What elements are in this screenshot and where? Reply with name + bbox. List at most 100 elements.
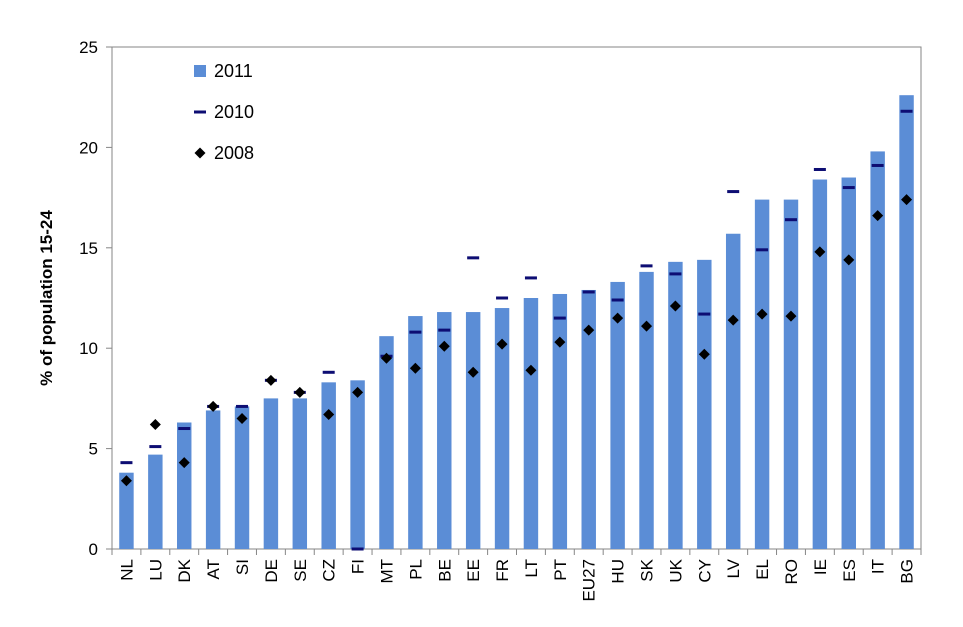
x-tick-label: SK [638, 558, 657, 581]
x-tick-label: LV [724, 558, 743, 578]
bar [783, 199, 799, 549]
legend-dash-swatch [194, 110, 206, 114]
dash-marker [178, 427, 191, 431]
diamond-marker [612, 312, 624, 324]
dash-marker [524, 276, 537, 280]
dash-marker [784, 218, 797, 222]
legend-label: 2010 [214, 102, 254, 122]
bar [177, 422, 192, 549]
x-tick-label: PL [406, 559, 425, 580]
diamond-marker [149, 419, 161, 431]
bar [870, 151, 885, 549]
diamond-marker [236, 412, 248, 424]
diamond-marker [901, 194, 913, 206]
dash-marker [813, 167, 826, 171]
bar [263, 398, 279, 549]
dash-marker [351, 547, 364, 551]
dash-marker [640, 264, 653, 268]
x-tick-label: EL [753, 559, 772, 580]
dash-marker [322, 370, 335, 374]
dash-marker [120, 461, 133, 465]
bar [639, 271, 654, 549]
dash-marker [467, 256, 480, 260]
diamond-marker [785, 310, 797, 322]
dash-marker [409, 330, 422, 334]
x-tick-label: RO [782, 559, 801, 585]
diamond-markers [120, 194, 913, 487]
bar [552, 293, 568, 549]
bars [119, 95, 914, 549]
bar [581, 289, 596, 549]
bar [321, 382, 336, 549]
diamond-marker [207, 400, 219, 412]
y-ticks: 0 5 10 15 20 25 [79, 38, 112, 559]
bar [697, 259, 712, 549]
diamond-marker [698, 348, 710, 360]
legend: 2011 2010 2008 [148, 50, 300, 172]
bar [841, 177, 856, 549]
bar [205, 410, 221, 549]
y-tick-label: 5 [89, 440, 98, 459]
diamond-marker [583, 324, 595, 336]
x-tick-label: SE [291, 559, 310, 582]
dash-marker [756, 248, 769, 252]
bar [668, 261, 683, 549]
bar [725, 233, 741, 549]
x-tick-label: BG [898, 559, 917, 584]
diamond-marker [641, 320, 653, 332]
x-tick-label: UK [666, 558, 685, 582]
bar [465, 312, 481, 549]
dash-marker [669, 272, 682, 276]
dash-marker [236, 404, 249, 408]
dash-marker [871, 163, 884, 167]
y-tick-label: 10 [79, 339, 98, 358]
x-tick-label: HU [609, 559, 628, 584]
bar [119, 472, 134, 549]
bar [437, 312, 452, 549]
x-tick-label: BE [435, 559, 454, 582]
x-tick-label: ES [840, 559, 859, 582]
bar [754, 199, 770, 549]
legend-bar-swatch [194, 65, 206, 77]
y-axis-title: % of population 15-24 [37, 210, 56, 386]
y-tick-label: 20 [79, 138, 98, 157]
x-tick-label: FR [493, 559, 512, 582]
dash-marker [582, 290, 595, 294]
x-tick-label: LU [146, 559, 165, 581]
diamond-marker [438, 340, 450, 352]
dash-markers [120, 109, 913, 551]
x-tick-label: CZ [320, 559, 339, 582]
diamond-marker [120, 475, 132, 487]
bar [610, 281, 625, 549]
dash-marker [900, 109, 913, 113]
bar [292, 398, 308, 549]
bar [494, 308, 510, 549]
dash-marker [611, 298, 624, 302]
x-tick-label: SI [233, 559, 252, 575]
dash-marker [727, 190, 740, 194]
dash-marker [496, 296, 509, 300]
legend-diamond-swatch [194, 147, 206, 159]
dash-marker [438, 328, 451, 332]
x-tick-label: AT [204, 559, 223, 579]
diamond-marker [814, 246, 826, 258]
x-tick-label: EE [464, 559, 483, 582]
dash-marker [149, 445, 162, 449]
diamond-marker [669, 300, 681, 312]
legend-label: 2011 [214, 61, 253, 81]
bar [234, 406, 250, 549]
bar [523, 298, 539, 549]
dash-marker [553, 316, 566, 320]
x-tick-label: CY [695, 559, 714, 583]
y-tick-label: 15 [79, 239, 98, 258]
x-tick-label: MT [377, 559, 396, 584]
diamond-marker [872, 210, 884, 222]
diamond-marker [727, 314, 739, 326]
y-tick-label: 25 [79, 38, 98, 57]
diamond-marker [352, 386, 364, 398]
x-tick-label: NL [117, 559, 136, 581]
bar [148, 454, 163, 549]
bar [350, 380, 365, 549]
diamond-marker [496, 338, 508, 350]
